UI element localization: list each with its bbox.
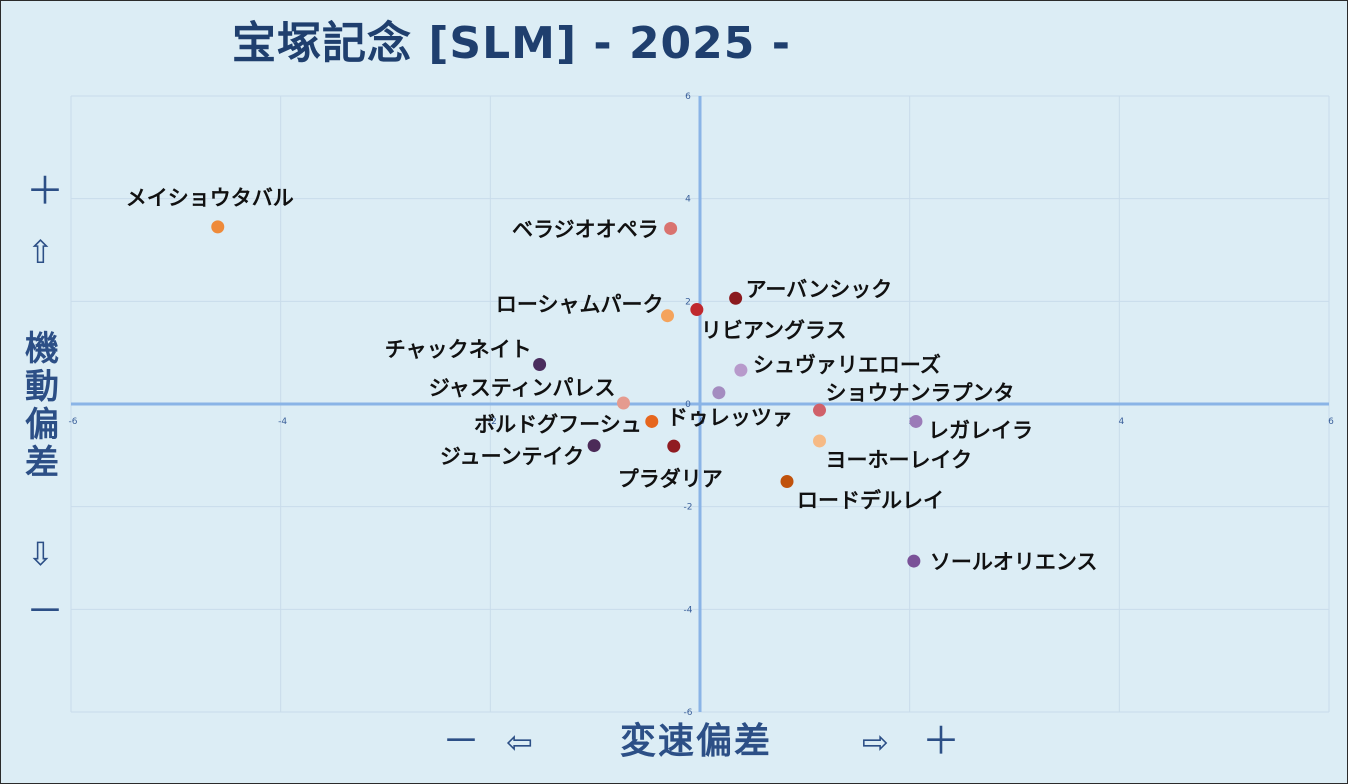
data-point: [667, 439, 681, 453]
data-point: [813, 403, 827, 417]
y-tick-label: 0: [685, 400, 691, 410]
y-tick-label: 2: [685, 297, 691, 307]
point-label: ボルドグフーシュ: [474, 412, 642, 436]
x-tick-label: -2: [488, 417, 497, 427]
data-point: [907, 554, 921, 568]
data-point: [211, 220, 225, 234]
left-arrow-icon: ⇦: [506, 723, 533, 761]
right-arrow-icon: ⇨: [862, 723, 889, 761]
point-label: ベラジオオペラ: [512, 217, 659, 241]
point-label: ジャスティンパレス: [429, 376, 616, 400]
point-label: ドゥレッツァ: [667, 406, 793, 430]
y-tick-label: -2: [684, 503, 693, 513]
data-point: [661, 309, 675, 323]
point-label: ヨーホーレイク: [826, 448, 973, 472]
point-label: ソールオリエンス: [930, 550, 1098, 574]
point-label: ショウナンラプンタ: [826, 381, 1015, 405]
up-arrow-icon: ⇧: [27, 233, 54, 271]
point-label: プラダリア: [618, 467, 723, 491]
y-tick-label: 4: [685, 195, 691, 205]
point-label: メイショウタバル: [126, 186, 294, 210]
data-point: [645, 414, 659, 428]
y-tick-label: -4: [684, 605, 693, 615]
x-tick-label: -6: [69, 417, 78, 427]
point-label: ローシャムパーク: [496, 293, 664, 317]
y-minus-sign: －: [26, 589, 65, 633]
y-tick-label: 6: [685, 92, 691, 102]
data-point: [909, 414, 923, 428]
axis-lines: [71, 96, 1329, 712]
point-label: レガレイラ: [928, 418, 1033, 442]
data-point: [587, 439, 601, 453]
x-minus-sign: －: [442, 719, 481, 763]
data-point: [664, 221, 678, 235]
point-label: シュヴァリエローズ: [753, 353, 941, 377]
y-tick-label: -6: [684, 708, 693, 718]
data-point: [616, 396, 630, 410]
data-point: [813, 434, 827, 448]
x-plus-sign: ＋: [922, 719, 961, 763]
y-axis-label: 機動偏差: [25, 329, 59, 483]
x-tick-label: 6: [1328, 417, 1334, 427]
data-point: [729, 291, 743, 305]
point-label: ロードデルレイ: [797, 489, 944, 513]
data-points: [211, 220, 923, 568]
point-label: ジューンテイク: [440, 445, 584, 469]
down-arrow-icon: ⇩: [27, 535, 54, 573]
data-point: [690, 303, 704, 317]
x-tick-label: 4: [1118, 417, 1124, 427]
y-plus-sign: ＋: [26, 169, 65, 213]
point-label: チャックネイト: [385, 337, 532, 361]
point-label: アーバンシック: [746, 277, 893, 301]
data-point: [533, 357, 547, 371]
point-label: リビアングラス: [701, 319, 847, 343]
x-tick-label: -4: [278, 417, 287, 427]
chart-title: 宝塚記念 [SLM] - 2025 -: [232, 18, 791, 69]
x-tick-label: 0: [699, 417, 705, 427]
data-point: [712, 386, 726, 400]
x-axis-label: 変速偏差: [620, 721, 773, 762]
data-point: [734, 363, 748, 377]
data-point: [780, 475, 794, 489]
